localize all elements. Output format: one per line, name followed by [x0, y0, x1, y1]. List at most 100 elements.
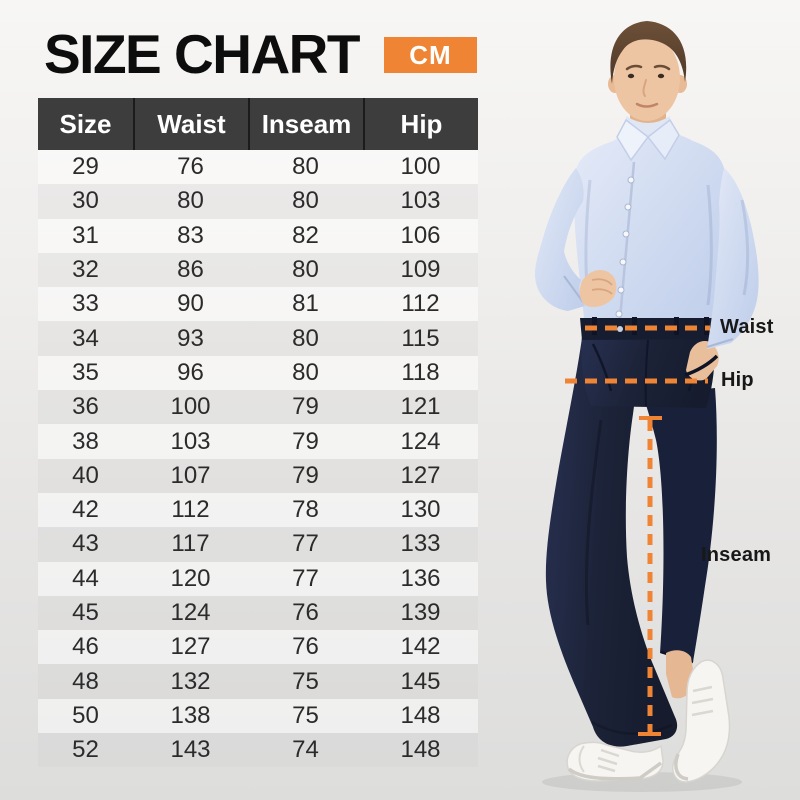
- table-cell: 124: [400, 427, 441, 455]
- table-cell: 45: [72, 599, 99, 626]
- table-cell: 29: [72, 153, 99, 181]
- table-cell: 120: [170, 564, 211, 592]
- table-cell: 75: [292, 667, 319, 695]
- table-cell: 42: [72, 496, 99, 524]
- table-cell: 136: [400, 564, 441, 592]
- table-cell: 148: [400, 736, 441, 764]
- table-cell: 79: [292, 427, 319, 455]
- table-cell: 79: [292, 461, 319, 489]
- table-cell: 77: [292, 530, 319, 558]
- column-header-inseam: Inseam: [248, 98, 363, 150]
- table-row: 35 96 80 118: [38, 355, 478, 391]
- table-cell: 148: [400, 701, 441, 729]
- table-cell: 74: [292, 736, 319, 764]
- table-header-row: Size Waist Inseam Hip: [38, 98, 478, 150]
- table-cell: 127: [400, 461, 441, 489]
- table-cell: 38: [72, 427, 99, 455]
- table-cell: 112: [401, 290, 440, 318]
- table-cell: 107: [170, 461, 211, 489]
- table-cell: 124: [170, 599, 211, 626]
- page-title: SIZE CHART: [44, 23, 361, 85]
- table-cell: 33: [72, 290, 99, 318]
- table-cell: 103: [400, 187, 441, 215]
- measurement-lines: [565, 325, 710, 736]
- table-cell: 44: [72, 564, 99, 592]
- table-row: 34 93 80 115: [38, 321, 478, 356]
- table-cell: 100: [170, 393, 211, 421]
- table-cell: 109: [400, 256, 441, 284]
- table-row: 33 90 81 112: [38, 287, 478, 322]
- table-cell: 80: [292, 256, 319, 284]
- table-row: 43 117 77 133: [38, 527, 478, 562]
- table-cell: 43: [72, 530, 99, 558]
- table-cell: 93: [177, 324, 204, 352]
- column-header-hip: Hip: [363, 98, 478, 150]
- table-cell: 32: [72, 256, 99, 284]
- table-cell: 48: [72, 667, 99, 695]
- table-cell: 96: [177, 358, 204, 386]
- table-cell: 100: [400, 153, 441, 181]
- waist-label: Waist: [720, 316, 774, 338]
- table-cell: 79: [292, 393, 319, 421]
- table-row: 30 80 80 103: [38, 184, 478, 219]
- table-cell: 132: [170, 667, 211, 695]
- table-cell: 76: [292, 599, 319, 626]
- table-cell: 50: [72, 701, 99, 729]
- table-cell: 82: [292, 221, 319, 249]
- table-cell: 127: [170, 633, 211, 661]
- column-header-size: Size: [59, 108, 112, 139]
- table-cell: 118: [401, 358, 440, 386]
- table-cell: 80: [292, 187, 319, 215]
- model-right-arm: [684, 168, 759, 381]
- table-row: 48 132 75 145: [38, 664, 478, 699]
- table-cell: 34: [72, 324, 99, 352]
- table-cell: 30: [72, 187, 99, 215]
- table-body: 29 76 80 100 30 80 80 103 31 83 82 106 32 86 80 109 33 90…: [38, 150, 478, 768]
- table-row: 45 124 76 139: [38, 595, 478, 631]
- table-cell: 76: [177, 153, 204, 181]
- table-row: 40 107 79 127: [38, 458, 478, 493]
- table-row: 38 103 79 124: [38, 424, 478, 459]
- table-row: 52 143 74 148: [38, 733, 478, 768]
- table-cell: 31: [72, 221, 99, 249]
- table-cell: 115: [401, 324, 440, 352]
- table-cell: 80: [292, 358, 319, 386]
- table-cell: 80: [292, 153, 319, 181]
- table-cell: 142: [400, 633, 441, 661]
- table-cell: 112: [171, 496, 210, 524]
- table-cell: 106: [400, 221, 441, 249]
- table-cell: 117: [171, 530, 210, 558]
- table-cell: 77: [292, 564, 319, 592]
- hip-label: Hip: [721, 369, 754, 391]
- table-cell: 130: [400, 496, 441, 524]
- table-cell: 133: [400, 530, 441, 558]
- table-cell: 121: [400, 393, 441, 421]
- table-cell: 145: [400, 667, 441, 695]
- table-cell: 83: [177, 221, 204, 249]
- table-cell: 143: [170, 736, 211, 764]
- table-row: 42 112 78 130: [38, 492, 478, 528]
- table-row: 46 127 76 142: [38, 630, 478, 665]
- column-header-waist: Waist: [133, 98, 248, 150]
- table-row: 36 100 79 121: [38, 390, 478, 425]
- table-row: 44 120 77 136: [38, 561, 478, 596]
- table-cell: 80: [177, 187, 204, 215]
- table-cell: 76: [292, 633, 319, 661]
- unit-badge: CM: [384, 37, 477, 73]
- table-cell: 86: [177, 256, 204, 284]
- model-photo: [534, 21, 759, 792]
- table-cell: 40: [72, 461, 99, 489]
- table-cell: 36: [72, 393, 99, 421]
- model-left-arm: [534, 168, 617, 311]
- table-cell: 52: [72, 736, 99, 764]
- table-row: 29 76 80 100: [38, 150, 478, 185]
- table-row: 32 86 80 109: [38, 252, 478, 288]
- table-cell: 139: [400, 599, 441, 626]
- table-row: 50 138 75 148: [38, 698, 478, 734]
- table-cell: 103: [170, 427, 211, 455]
- size-table: Size Waist Inseam Hip 29 76 80 100 30 80 80 103 31 8…: [38, 98, 478, 768]
- table-cell: 35: [72, 358, 99, 386]
- table-cell: 80: [292, 324, 319, 352]
- table-cell: 75: [292, 701, 319, 729]
